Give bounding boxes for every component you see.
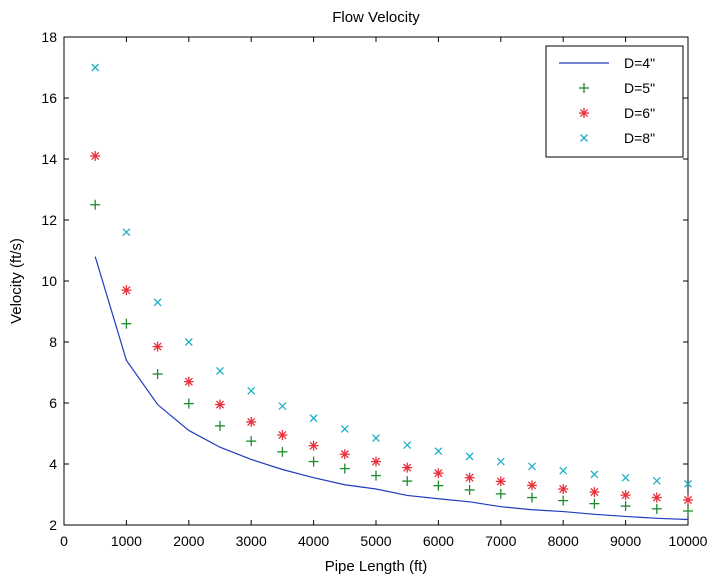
- data-point: [340, 449, 350, 459]
- x-tick-label: 2000: [173, 533, 204, 549]
- legend-label: D=5": [624, 80, 655, 96]
- x-tick-label: 9000: [610, 533, 641, 549]
- y-tick-label: 18: [41, 29, 57, 45]
- data-point: [621, 490, 631, 500]
- data-point: [184, 377, 194, 387]
- data-point: [121, 285, 131, 295]
- data-point: [496, 476, 506, 486]
- data-point: [215, 400, 225, 410]
- data-point: [433, 468, 443, 478]
- chart-title: Flow Velocity: [332, 9, 420, 26]
- y-tick-label: 14: [41, 151, 57, 167]
- x-tick-label: 8000: [548, 533, 579, 549]
- y-tick-label: 2: [49, 517, 57, 533]
- data-point: [246, 417, 256, 427]
- x-tick-label: 6000: [423, 533, 454, 549]
- y-axis-title: Velocity (ft/s): [8, 238, 25, 324]
- data-point: [309, 441, 319, 451]
- data-point: [153, 342, 163, 352]
- legend-label: D=8": [624, 130, 655, 146]
- y-tick-label: 4: [49, 456, 57, 472]
- y-tick-label: 6: [49, 395, 57, 411]
- x-axis-title: Pipe Length (ft): [325, 558, 428, 575]
- x-tick-label: 4000: [298, 533, 329, 549]
- x-tick-label: 7000: [485, 533, 516, 549]
- y-tick-label: 10: [41, 273, 57, 289]
- x-tick-label: 0: [60, 533, 68, 549]
- x-tick-label: 10000: [669, 533, 708, 549]
- data-point: [683, 495, 693, 505]
- legend-swatch: [579, 108, 589, 118]
- data-point: [90, 151, 100, 161]
- y-tick-label: 16: [41, 90, 57, 106]
- data-point: [277, 430, 287, 440]
- x-tick-label: 5000: [360, 533, 391, 549]
- data-point: [527, 480, 537, 490]
- x-tick-label: 3000: [236, 533, 267, 549]
- legend-label: D=4": [624, 55, 655, 71]
- data-point: [589, 487, 599, 497]
- y-tick-label: 8: [49, 334, 57, 350]
- data-point: [371, 457, 381, 467]
- data-point: [465, 473, 475, 483]
- data-point: [402, 463, 412, 473]
- data-point: [558, 484, 568, 494]
- data-point: [652, 493, 662, 503]
- y-tick-label: 12: [41, 212, 57, 228]
- legend-label: D=6": [624, 105, 655, 121]
- legend: D=4" D=5" D=6" D=8": [546, 46, 683, 157]
- x-tick-label: 1000: [111, 533, 142, 549]
